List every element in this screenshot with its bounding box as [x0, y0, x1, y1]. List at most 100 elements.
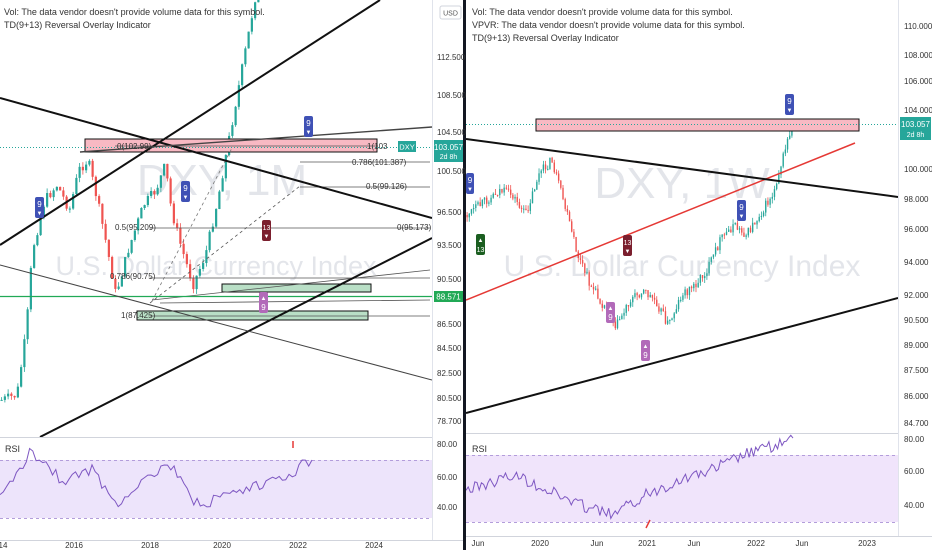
candle-body [734, 222, 736, 225]
candle-body [130, 239, 133, 253]
svg-text:9: 9 [37, 200, 42, 209]
left-legend: Vol: The data vendor doesn't provide vol… [4, 7, 265, 30]
price-tick: 94.000 [904, 258, 929, 267]
left-upper-channel-line[interactable] [0, 0, 381, 246]
left-time-axis[interactable]: 14 2016 2018 2020 2022 2024 [0, 541, 383, 550]
candle-body [23, 339, 26, 368]
candle-body [10, 393, 13, 396]
svg-text:88.571: 88.571 [436, 293, 461, 302]
candle-body [712, 254, 715, 258]
price-tick: 110.000 [904, 22, 932, 31]
left-last-price-label: DXY 103.057 2d 8h [398, 140, 464, 162]
candle-body [714, 247, 717, 255]
candle-body [492, 193, 494, 198]
svg-text:13: 13 [263, 225, 271, 232]
candle-body [636, 293, 638, 296]
candle-body [78, 166, 81, 178]
svg-text:103.057: 103.057 [901, 120, 930, 129]
svg-text:9: 9 [739, 203, 744, 212]
left-price-axis[interactable]: 112.500 108.500 104.500 100.500 96.500 93.500… [437, 53, 466, 426]
candle-body [488, 202, 490, 204]
candle-body [98, 196, 101, 204]
candle-body [536, 181, 538, 190]
price-tick: 78.700 [437, 417, 462, 426]
price-tick: 108.500 [437, 91, 466, 100]
candle-body [688, 286, 691, 296]
candle-body [717, 247, 719, 251]
time-tick: Jun [472, 539, 485, 548]
candle-body [81, 166, 84, 171]
candle-body [503, 187, 505, 193]
candle-body [59, 186, 62, 191]
candle-body [749, 227, 752, 232]
candle-body [586, 272, 588, 274]
time-tick: Jun [796, 539, 809, 548]
candle-body [553, 162, 555, 173]
svg-text:▲: ▲ [261, 296, 267, 302]
candle-body [666, 320, 669, 324]
candle-body [651, 294, 654, 298]
candle-body [250, 18, 253, 32]
left-support-zone-upper[interactable] [221, 283, 372, 293]
candle-body [614, 321, 617, 329]
svg-text:103.057: 103.057 [434, 143, 463, 152]
candle-body [518, 201, 521, 208]
left-rsi-band [0, 460, 432, 518]
right-red-trend-line[interactable] [466, 142, 856, 301]
right-price-axis[interactable]: 110.000 108.000 106.000 104.000 100.000 98.00… [904, 22, 932, 428]
candle-body [719, 237, 721, 251]
candle-body [516, 196, 518, 202]
time-tick: Jun [688, 539, 701, 548]
right-rsi-band [466, 455, 898, 522]
candle-body [494, 193, 497, 195]
left-lower-channel-line[interactable] [39, 237, 432, 437]
candle-body [3, 396, 6, 400]
candle-body [20, 367, 23, 387]
candle-body [479, 202, 481, 206]
candle-body [730, 229, 732, 233]
panel-divider[interactable] [463, 0, 466, 550]
candle-body [36, 235, 39, 246]
price-tick: 80.500 [437, 394, 462, 403]
right-lower-channel-line[interactable] [466, 297, 898, 414]
candle-body [597, 288, 599, 299]
rsi-tick: 40.00 [437, 503, 458, 512]
candle-body [49, 193, 52, 198]
svg-text:▼: ▼ [625, 249, 631, 255]
candle-body [544, 164, 547, 170]
fib-label: 0.786(101.387) [352, 158, 407, 167]
candle-body [551, 157, 553, 163]
candle-body [114, 278, 117, 289]
currency-button[interactable] [439, 5, 462, 20]
candle-body [159, 175, 162, 188]
right-time-axis[interactable]: Jun 2020 Jun 2021 Jun 2022 Jun 2023 [472, 539, 877, 548]
candle-body [662, 308, 664, 312]
candle-body [91, 160, 94, 177]
candle-body [527, 210, 529, 212]
candle-body [673, 313, 675, 319]
time-tick: 2020 [213, 541, 231, 550]
candle-body [468, 213, 470, 218]
left-support-zone-lower[interactable] [136, 310, 369, 321]
time-tick: Jun [591, 539, 604, 548]
candle-body [221, 178, 224, 192]
candle-body [85, 164, 88, 171]
candle-body [202, 263, 205, 269]
right-descending-line[interactable] [466, 138, 898, 198]
candle-body [584, 263, 586, 273]
left-descending-line[interactable] [0, 97, 432, 219]
candle-body [137, 218, 140, 231]
candle-body [475, 204, 477, 208]
candle-body [723, 234, 726, 236]
candle-body [621, 315, 623, 320]
candle-body [514, 196, 516, 199]
candle-body [671, 318, 673, 320]
candle-body [490, 197, 492, 203]
candle-body [695, 283, 697, 288]
candle-body [751, 222, 754, 232]
svg-text:▲: ▲ [478, 238, 484, 244]
right-rsi-line [466, 434, 794, 520]
candle-body [575, 237, 577, 252]
candle-body [642, 289, 645, 294]
